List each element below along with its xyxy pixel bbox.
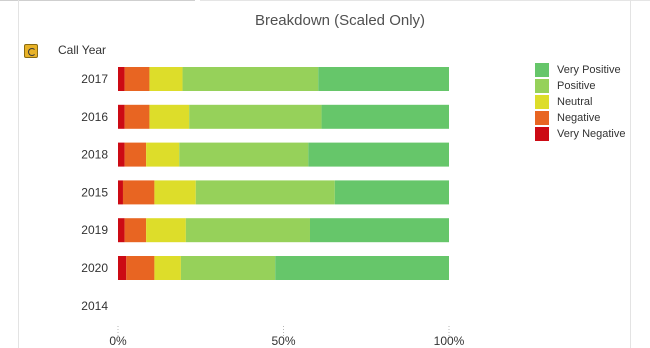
bar-segment[interactable] [118,218,125,243]
bar-segment[interactable] [308,142,449,167]
bar-segment[interactable] [195,180,335,205]
bar-segment[interactable] [182,67,319,91]
legend-label: Negative [557,112,601,124]
legend-item[interactable]: Very Positive [535,62,625,78]
legend-swatch [535,111,549,125]
top-border-right [200,0,650,1]
bar-segment[interactable] [275,256,449,280]
category-label[interactable]: 2014 [81,299,108,313]
bar-segment[interactable] [154,180,196,205]
x-tick-label: 0% [109,334,127,348]
bar-segment[interactable] [154,256,181,280]
legend-swatch [535,79,549,93]
x-tick-label: 50% [271,334,295,348]
cycle-dimension-icon[interactable] [24,44,38,58]
bar-segment[interactable] [180,256,276,280]
bar-segment[interactable] [118,104,125,129]
bar-segment[interactable] [118,180,123,205]
bar-segment[interactable] [149,104,190,129]
bar-segment[interactable] [146,142,180,167]
category-label[interactable]: 2016 [81,110,108,124]
category-label[interactable]: 2015 [81,185,108,199]
legend-swatch [535,63,549,77]
legend-item[interactable]: Very Negative [535,126,625,142]
bar-segment[interactable] [124,142,147,167]
legend-label: Very Negative [557,128,626,140]
bar-segment[interactable] [179,142,309,167]
bar-segment[interactable] [318,67,449,91]
bar-segment[interactable] [149,67,183,91]
left-border [18,0,19,348]
dimension-label: Call Year [58,43,107,57]
legend-item[interactable]: Positive [535,78,625,94]
bar-segment[interactable] [118,142,125,167]
bar-segment[interactable] [189,104,322,129]
legend-label: Very Positive [557,64,621,76]
legend-item[interactable]: Negative [535,110,625,126]
bar-segment[interactable] [146,218,186,243]
legend-item[interactable]: Neutral [535,94,625,110]
chart-title: Breakdown (Scaled Only) [254,12,426,29]
bar-segment[interactable] [122,180,155,205]
bar-segment[interactable] [309,218,449,243]
category-label[interactable]: 2017 [81,72,108,86]
category-label[interactable]: 2018 [81,148,108,162]
legend-swatch [535,127,549,141]
bar-segment[interactable] [124,218,147,243]
top-border-left [0,0,195,1]
legend-label: Positive [557,80,596,92]
bar-segment[interactable] [124,67,150,91]
category-label[interactable]: 2019 [81,223,108,237]
bar-segment[interactable] [185,218,310,243]
bar-segment[interactable] [118,67,125,91]
right-border [630,0,631,348]
legend-swatch [535,95,549,109]
legend-label: Neutral [557,96,593,108]
bar-segment[interactable] [118,256,127,280]
x-tick-label: 100% [434,334,465,348]
legend[interactable]: Very Positive Positive Neutral Negative Very… [535,62,625,142]
bar-segment[interactable] [321,104,449,129]
bar-segment[interactable] [126,256,155,280]
bar-segment[interactable] [334,180,449,205]
bar-segment[interactable] [124,104,150,129]
category-label[interactable]: 2020 [81,261,108,275]
